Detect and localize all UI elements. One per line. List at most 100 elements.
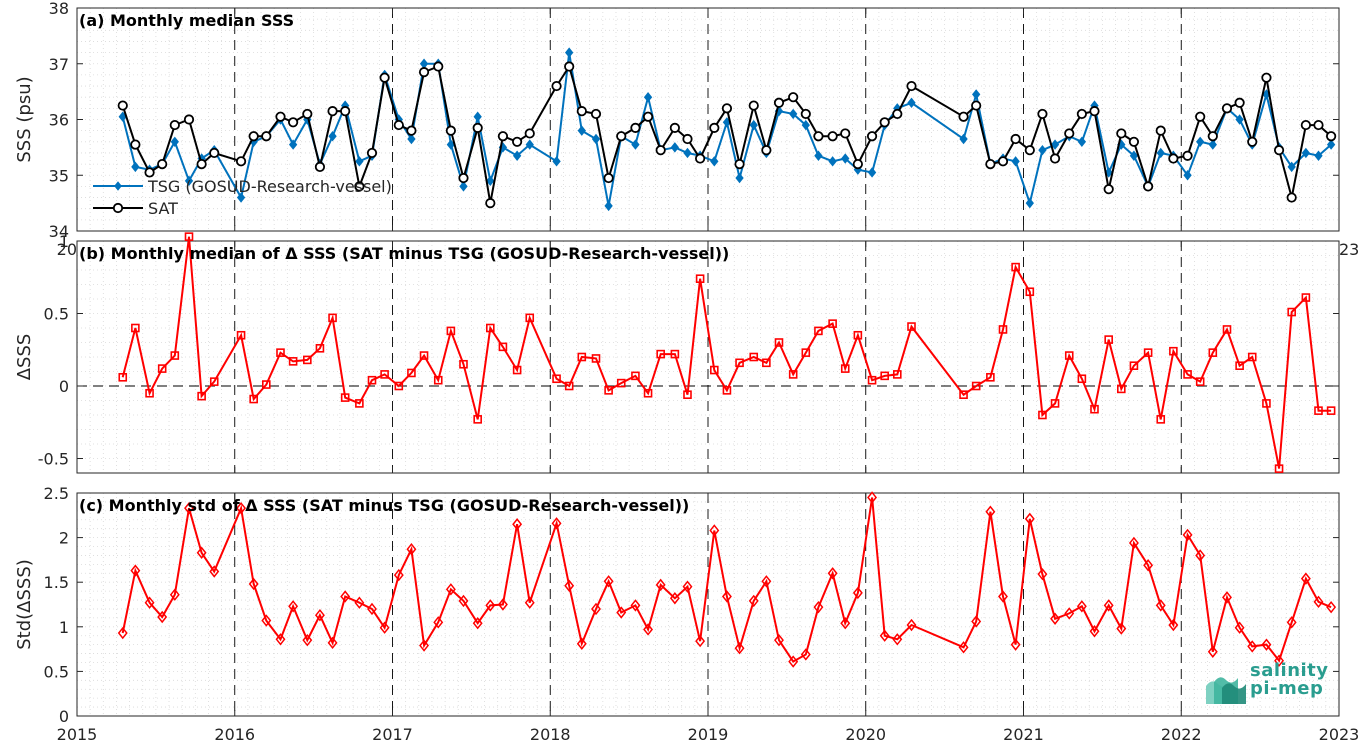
- data-point: [1326, 131, 1337, 142]
- data-point: [183, 114, 195, 125]
- data-point: [1235, 361, 1244, 371]
- data-point: [788, 370, 798, 379]
- y-axis-label: Std(ΔSSS): [14, 559, 35, 650]
- data-point: [749, 119, 758, 131]
- panel-c-monthly-std-delta-sss: 0 0.5 1 1.5 2 2.5 2015 2016 2017 2018 2019 2020 2021…: [14, 484, 1359, 744]
- data-point: [209, 565, 220, 578]
- data-point: [1286, 616, 1297, 629]
- data-point: [773, 97, 785, 108]
- data-point: [459, 359, 468, 369]
- data-point: [892, 633, 903, 646]
- data-point: [157, 610, 168, 624]
- data-point: [1195, 111, 1206, 122]
- logo-text-line1: salinity: [1250, 660, 1329, 681]
- data-point: [1024, 512, 1035, 526]
- data-point: [1169, 346, 1178, 356]
- data-point: [761, 145, 772, 156]
- data-point: [907, 97, 916, 108]
- data-point: [1156, 147, 1165, 159]
- legend-label: TSG (GOSUD-Research-vessel): [147, 177, 392, 196]
- data-point: [497, 598, 508, 611]
- series-line: [121, 64, 1332, 204]
- data-point: [616, 606, 627, 619]
- data-point: [577, 352, 587, 362]
- data-point: [867, 491, 878, 504]
- data-point: [1117, 384, 1126, 394]
- data-point: [366, 147, 378, 159]
- data-point: [1261, 72, 1272, 83]
- data-point: [302, 633, 313, 647]
- data-point: [604, 386, 613, 395]
- data-point: [1313, 595, 1324, 609]
- data-point: [512, 150, 522, 161]
- data-point: [314, 609, 325, 622]
- data-point: [616, 131, 627, 142]
- data-point: [721, 103, 733, 114]
- data-point: [145, 388, 154, 398]
- data-point: [407, 368, 416, 378]
- data-point: [813, 600, 824, 614]
- data-point: [748, 100, 759, 111]
- data-point: [1156, 415, 1166, 424]
- data-point: [1195, 377, 1205, 386]
- data-point: [1049, 153, 1061, 164]
- data-point: [734, 159, 745, 170]
- axes-frame: [76, 240, 1340, 474]
- legend-marker: [112, 202, 124, 214]
- data-point: [774, 338, 784, 347]
- data-point: [131, 161, 140, 173]
- data-point: [892, 370, 902, 379]
- data-point: [762, 358, 771, 368]
- data-point: [958, 111, 969, 122]
- data-point: [184, 501, 194, 515]
- data-point: [1326, 406, 1336, 415]
- data-point: [1064, 607, 1075, 620]
- data-point: [419, 351, 429, 360]
- data-point: [340, 106, 351, 117]
- data-point: [852, 586, 863, 600]
- data-point: [880, 371, 889, 381]
- panel-a-monthly-median-sss: 3435363738201520162017201820192020202120…: [14, 0, 1359, 259]
- data-point: [445, 125, 456, 136]
- data-point: [1038, 410, 1047, 420]
- data-point: [1235, 114, 1244, 125]
- data-point: [564, 381, 574, 391]
- data-point: [1300, 119, 1311, 131]
- panel-title: (a) Monthly median SSS: [79, 11, 294, 30]
- data-point: [1076, 108, 1087, 120]
- data-point: [367, 375, 377, 385]
- data-point: [498, 342, 508, 352]
- data-point: [1286, 192, 1297, 203]
- data-point: [1155, 125, 1166, 136]
- data-point: [1262, 399, 1271, 408]
- data-point: [1234, 97, 1245, 108]
- data-point: [749, 352, 759, 362]
- data-point: [709, 122, 720, 133]
- data-point: [565, 47, 574, 58]
- data-point: [695, 153, 706, 164]
- data-point: [879, 629, 890, 642]
- data-point: [184, 175, 194, 187]
- y-tick-label: 1: [59, 618, 69, 637]
- data-point: [1287, 307, 1296, 317]
- y-tick-label: 0.5: [44, 305, 69, 324]
- data-point: [1300, 572, 1311, 585]
- data-point: [1025, 287, 1035, 297]
- data-point: [669, 592, 680, 605]
- data-point: [788, 92, 799, 103]
- x-tick-label: 2023: [1319, 725, 1360, 744]
- data-point: [524, 128, 535, 139]
- data-point: [986, 372, 995, 382]
- data-point: [577, 125, 586, 136]
- data-point: [1090, 404, 1099, 414]
- data-point: [275, 111, 286, 122]
- panel-title: (b) Monthly median of Δ SSS (SAT minus T…: [79, 244, 729, 263]
- data-point: [1274, 464, 1284, 473]
- data-point: [552, 374, 561, 384]
- data-point: [458, 594, 469, 608]
- data-point: [630, 122, 641, 133]
- data-point: [117, 626, 128, 640]
- data-point: [801, 348, 811, 357]
- data-point: [1274, 654, 1285, 667]
- data-point: [551, 80, 562, 92]
